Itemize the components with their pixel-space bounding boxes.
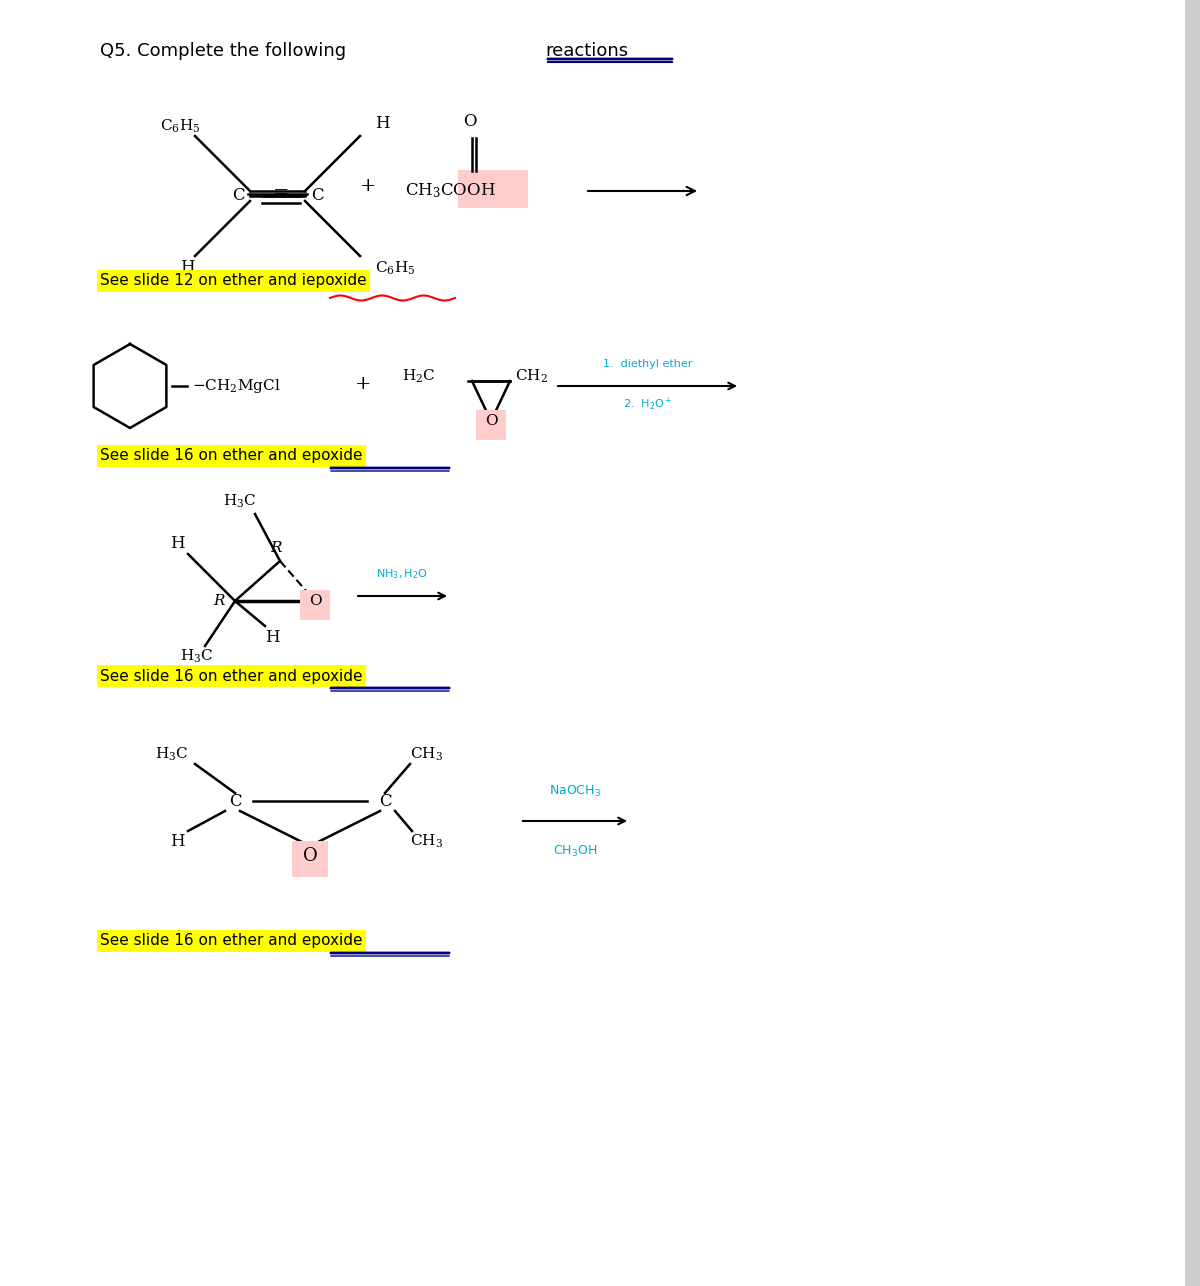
Text: $\mathregular{H_3C}$: $\mathregular{H_3C}$ xyxy=(155,746,188,763)
Text: H: H xyxy=(180,260,194,276)
Text: H: H xyxy=(374,116,390,132)
Text: $\mathregular{-CH_2MgCl}$: $\mathregular{-CH_2MgCl}$ xyxy=(192,377,281,395)
Text: $\mathregular{H_3C}$: $\mathregular{H_3C}$ xyxy=(180,647,214,665)
Text: =: = xyxy=(272,184,289,202)
Text: C: C xyxy=(229,792,241,809)
Text: $\mathregular{C_6H_5}$: $\mathregular{C_6H_5}$ xyxy=(374,260,415,276)
Text: See slide 16 on ether and epoxide: See slide 16 on ether and epoxide xyxy=(100,449,362,463)
Text: $\mathregular{CH_3}$: $\mathregular{CH_3}$ xyxy=(410,832,443,850)
Text: See slide 16 on ether and epoxide: See slide 16 on ether and epoxide xyxy=(100,934,362,949)
Text: +: + xyxy=(355,376,372,394)
Text: $\mathregular{H_2C}$: $\mathregular{H_2C}$ xyxy=(402,368,436,385)
Text: H: H xyxy=(170,535,185,553)
Text: $\mathregular{CH_3}$: $\mathregular{CH_3}$ xyxy=(410,746,443,763)
Text: 2.  $\mathregular{H_2O^+}$: 2. $\mathregular{H_2O^+}$ xyxy=(623,396,672,413)
Text: $\mathregular{CH_2}$: $\mathregular{CH_2}$ xyxy=(515,368,548,385)
FancyBboxPatch shape xyxy=(1186,0,1200,1286)
Text: See slide 16 on ether and epoxide: See slide 16 on ether and epoxide xyxy=(100,669,362,683)
Text: O: O xyxy=(463,112,476,130)
Text: H: H xyxy=(265,630,280,647)
Text: See slide 12 on ether and iepoxide: See slide 12 on ether and iepoxide xyxy=(100,274,367,288)
Text: Q5. Complete the following: Q5. Complete the following xyxy=(100,42,352,60)
Text: C: C xyxy=(311,188,323,204)
Text: R: R xyxy=(214,594,226,608)
Text: $\mathregular{NaOCH_3}$: $\mathregular{NaOCH_3}$ xyxy=(550,783,601,799)
Text: reactions: reactions xyxy=(545,42,628,60)
Text: C: C xyxy=(379,792,391,809)
FancyBboxPatch shape xyxy=(458,170,528,208)
Text: $\mathregular{CH_3OH}$: $\mathregular{CH_3OH}$ xyxy=(553,844,598,859)
Text: C: C xyxy=(232,188,245,204)
Text: +: + xyxy=(360,177,377,195)
Text: H: H xyxy=(170,832,185,850)
Text: R: R xyxy=(270,541,282,556)
Text: $\mathregular{NH_3, H_2O}$: $\mathregular{NH_3, H_2O}$ xyxy=(376,567,428,581)
Text: $\mathregular{CH_3COOH}$: $\mathregular{CH_3COOH}$ xyxy=(406,181,496,201)
Text: O: O xyxy=(485,414,497,428)
FancyBboxPatch shape xyxy=(292,841,328,877)
FancyBboxPatch shape xyxy=(300,590,330,620)
Text: O: O xyxy=(308,594,322,608)
FancyBboxPatch shape xyxy=(476,410,506,440)
Text: 1.  diethyl ether: 1. diethyl ether xyxy=(602,359,692,369)
Text: $\mathregular{C_6H_5}$: $\mathregular{C_6H_5}$ xyxy=(160,117,200,135)
Text: O: O xyxy=(302,847,317,865)
Text: $\mathregular{H_3C}$: $\mathregular{H_3C}$ xyxy=(223,493,257,509)
